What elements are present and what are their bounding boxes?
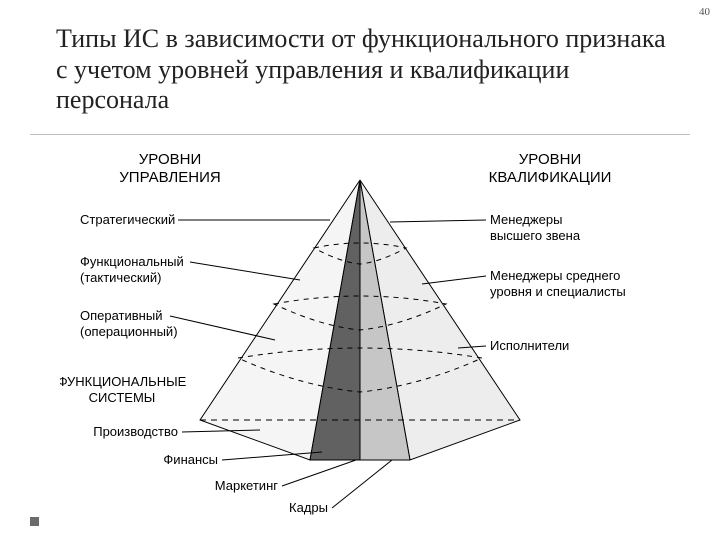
lvl-right-3: Исполнители	[490, 338, 569, 353]
lvl-right-2b: уровня и специалисты	[490, 284, 626, 299]
lvl-right-1b: высшего звена	[490, 228, 581, 243]
lvl-left-3a: Оперативный	[80, 308, 162, 323]
lvl-right-1a: Менеджеры	[490, 212, 562, 227]
footer-marker	[30, 517, 39, 526]
lvl-left-2a: Функциональный	[80, 254, 184, 269]
leader-right-2	[422, 276, 486, 284]
left-header-l1: УРОВНИ	[139, 151, 202, 168]
lvl-left-1: Стратегический	[80, 212, 175, 227]
left-header-l2: УПРАВЛЕНИЯ	[119, 169, 220, 186]
right-header-l2: КВАЛИФИКАЦИИ	[489, 169, 612, 186]
func-header-l2: СИСТЕМЫ	[89, 390, 156, 405]
leader-func-3	[282, 460, 356, 486]
slide-title: Типы ИС в зависимости от функционального…	[56, 24, 680, 116]
func-1: Производство	[93, 424, 178, 439]
leader-right-1	[390, 220, 486, 222]
lvl-right-2a: Менеджеры среднего	[490, 268, 620, 283]
func-3: Маркетинг	[215, 478, 278, 493]
lvl-left-3b: (операционный)	[80, 324, 178, 339]
func-header-l1: ФУНКЦИОНАЛЬНЫЕ	[60, 374, 187, 389]
leader-func-4	[332, 460, 392, 508]
title-rule	[30, 134, 690, 135]
right-header-l1: УРОВНИ	[519, 151, 582, 168]
func-4: Кадры	[289, 500, 328, 515]
page-number: 40	[699, 6, 710, 18]
lvl-left-2b: (тактический)	[80, 270, 161, 285]
pyramid-diagram: УРОВНИ УПРАВЛЕНИЯ УРОВНИ КВАЛИФИКАЦИИ Ст…	[60, 140, 660, 520]
func-2: Финансы	[163, 452, 218, 467]
leader-left-3	[170, 316, 275, 340]
leader-left-2	[190, 262, 300, 280]
